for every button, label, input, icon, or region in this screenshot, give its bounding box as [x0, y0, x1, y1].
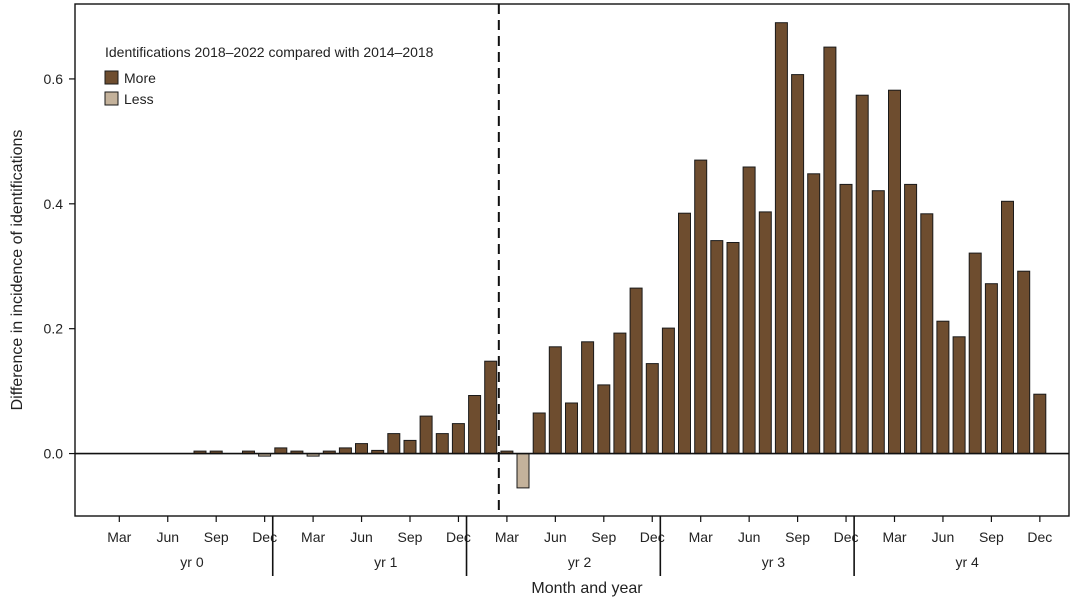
legend-label-less: Less: [124, 91, 154, 107]
legend-swatch-more: [104, 70, 119, 85]
bar-yr2-oct: [613, 332, 627, 455]
bar-yr1-nov: [435, 433, 449, 455]
x-tick-label: Jun: [738, 529, 761, 545]
bar-yr4-apr: [904, 183, 918, 454]
legend-swatch-less: [104, 91, 119, 106]
x-tick-label: Dec: [1027, 529, 1052, 545]
x-tick-label: Jun: [156, 529, 179, 545]
bar-yr3-sep: [791, 74, 805, 455]
bar-yr1-oct: [419, 415, 433, 455]
legend-label-more: More: [124, 70, 156, 86]
bar-yr4-sep: [984, 283, 998, 455]
x-axis-title: Month and year: [531, 580, 643, 597]
x-tick-label: Mar: [301, 529, 325, 545]
bar-yr4-dec: [1033, 393, 1047, 455]
y-tick-label: 0.2: [44, 321, 64, 337]
bar-yr2-feb: [484, 360, 498, 455]
bar-yr3-dec: [839, 183, 853, 454]
bar-yr3-jul: [758, 211, 772, 454]
bar-yr2-dec: [645, 363, 659, 455]
x-tick-label: Mar: [689, 529, 713, 545]
bar-yr4-jun: [936, 320, 950, 455]
bar-yr1-jan: [274, 447, 288, 454]
x-axis: Mar Jun Sep Dec yr 0 Mar Jun Sep Dec yr 1 Mar Jun Se…: [107, 516, 1052, 576]
bar-yr2-apr: [516, 453, 530, 489]
x-tick-label: Mar: [107, 529, 131, 545]
bar-yr2-aug: [581, 341, 595, 455]
bar-yr4-oct: [1001, 200, 1014, 455]
bar-yr4-mar: [888, 89, 901, 455]
bar-yr3-jun: [742, 166, 756, 455]
y-tick-label: 0.0: [44, 446, 64, 462]
x-tick-label: Dec: [446, 529, 471, 545]
bar-yr2-nov: [629, 287, 643, 455]
bar-yr3-aug: [774, 22, 788, 454]
bar-yr1-jun: [355, 443, 368, 455]
bar-yr3-jan: [661, 327, 675, 455]
bar-yr4-nov: [1017, 270, 1031, 455]
bar-yr4-aug: [968, 252, 982, 454]
x-tick-label: Dec: [252, 529, 277, 545]
x-tick-label: Jun: [350, 529, 373, 545]
bar-yr3-mar: [694, 159, 708, 455]
bar-yr1-aug: [387, 433, 401, 455]
x-tick-label: Sep: [398, 529, 423, 545]
legend: Identifications 2018–2022 compared with …: [104, 44, 434, 107]
x-tick-label: Jun: [544, 529, 567, 545]
x-tick-label: Mar: [495, 529, 519, 545]
year-group-label: yr 4: [956, 554, 980, 570]
bar-yr2-sep: [597, 384, 611, 455]
bar-yr4-jul: [952, 336, 966, 455]
bar-yr3-may: [726, 242, 740, 454]
bar-yr3-nov: [823, 46, 837, 455]
bar-yr1-may: [338, 447, 352, 454]
legend-title: Identifications 2018–2022 compared with …: [105, 44, 434, 60]
year-group-label: yr 3: [762, 554, 786, 570]
x-tick-label: Mar: [882, 529, 906, 545]
year-group-label: yr 0: [180, 554, 204, 570]
bar-yr1-sep: [403, 439, 417, 454]
bar-yr2-may: [532, 412, 546, 455]
x-tick-label: Dec: [834, 529, 859, 545]
x-tick-label: Dec: [640, 529, 665, 545]
x-tick-label: Sep: [591, 529, 616, 545]
x-tick-label: Jun: [932, 529, 955, 545]
bar-yr3-feb: [678, 212, 691, 455]
bar-yr2-jul: [565, 402, 578, 455]
bar-yr4-may: [920, 213, 934, 455]
bar-yr3-oct: [807, 173, 821, 455]
bar-yr3-apr: [710, 240, 724, 454]
y-axis-title: Difference in incidence of identificatio…: [9, 130, 26, 411]
x-tick-label: Sep: [204, 529, 229, 545]
bar-yr4-feb: [871, 190, 885, 455]
bar-yr4-jan: [855, 94, 869, 455]
year-group-label: yr 2: [568, 554, 592, 570]
year-group-label: yr 1: [374, 554, 398, 570]
bar-yr2-jun: [548, 346, 562, 455]
plot-frame: [74, 3, 1070, 517]
y-tick-label: 0.4: [44, 196, 64, 212]
y-axis: 0.0 0.2 0.4 0.6: [44, 71, 75, 462]
bar-yr1-dec: [451, 423, 465, 455]
x-tick-label: Sep: [979, 529, 1004, 545]
y-tick-label: 0.6: [44, 71, 64, 87]
bar-yr2-jan: [468, 395, 482, 455]
x-tick-label: Sep: [785, 529, 810, 545]
bars-layer: [193, 22, 1047, 489]
